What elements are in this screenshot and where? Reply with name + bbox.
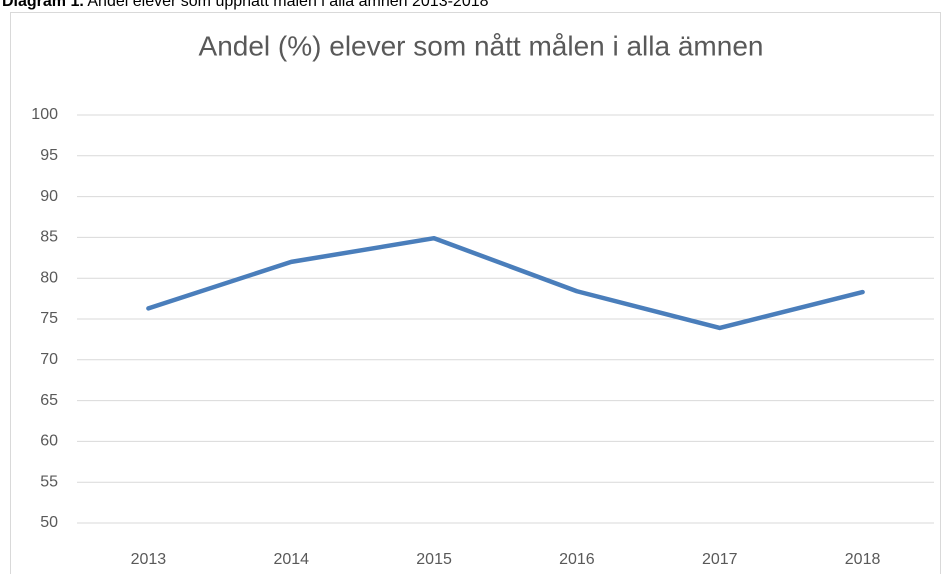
x-tick-label: 2014	[273, 551, 309, 568]
y-tick-label: 85	[40, 229, 58, 246]
caption: Diagram 1. Andel elever som uppnått måle…	[2, 0, 489, 11]
y-tick-label: 100	[31, 106, 58, 123]
chart-border	[10, 12, 941, 574]
chart-title: Andel (%) elever som nått målen i alla ä…	[199, 30, 764, 61]
caption-label: Diagram 1.	[2, 0, 84, 10]
x-tick-label: 2018	[845, 551, 881, 568]
x-tick-label: 2013	[131, 551, 167, 568]
x-tick-label: 2016	[559, 551, 595, 568]
x-tick-label: 2017	[702, 551, 738, 568]
y-tick-label: 75	[40, 310, 58, 327]
y-tick-label: 95	[40, 147, 58, 164]
caption-text: Andel elever som uppnått målen i alla äm…	[87, 0, 489, 10]
y-tick-label: 60	[40, 433, 58, 450]
line-series	[146, 235, 865, 331]
x-tick-label: 2015	[416, 551, 452, 568]
y-tick-label: 90	[40, 188, 58, 205]
y-tick-label: 80	[40, 269, 58, 286]
y-tick-label: 65	[40, 392, 58, 409]
y-tick-label: 50	[40, 514, 58, 531]
y-tick-label: 55	[40, 473, 58, 490]
y-tick-label: 70	[40, 351, 58, 368]
